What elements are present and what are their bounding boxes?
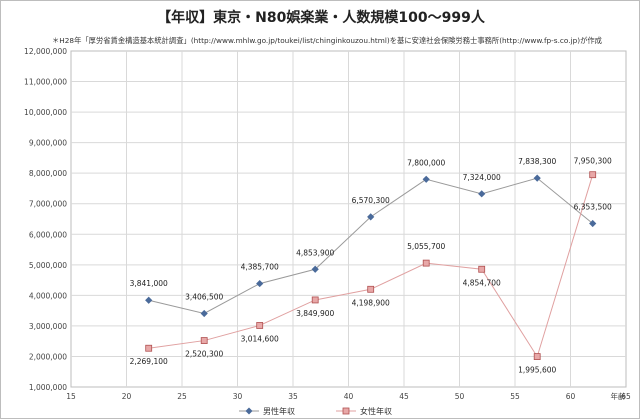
data-point-female [200, 337, 208, 344]
data-label-female: 3,014,600 [241, 334, 279, 343]
y-tick-label: 5,000,000 [29, 261, 67, 270]
data-label-male: 3,841,000 [130, 279, 168, 288]
data-label-male: 7,800,000 [407, 158, 445, 167]
data-label-male: 3,406,500 [185, 292, 223, 301]
x-tick-label: 40 [344, 392, 354, 401]
y-tick-label: 4,000,000 [29, 291, 67, 300]
legend-label-female: 女性年収 [360, 406, 392, 416]
data-point-male [256, 279, 264, 288]
data-label-male: 4,385,700 [241, 263, 279, 272]
series-layer [145, 171, 597, 360]
data-label-female: 1,995,600 [518, 366, 556, 375]
chart-subtitle: ＊H28年「厚労省賃金構造基本統計調査」(http://www.mhlw.go.… [52, 36, 602, 45]
x-tick-label: 45 [399, 392, 409, 401]
data-label-female: 5,055,700 [407, 242, 445, 251]
data-point-female [422, 259, 430, 267]
y-tick-label: 11,000,000 [24, 78, 67, 87]
data-point-female [367, 285, 375, 293]
x-tick-label: 15 [66, 392, 76, 401]
x-tick-label: 20 [122, 392, 132, 401]
data-label-female: 4,198,900 [352, 298, 390, 307]
legend-marker-female [342, 407, 350, 415]
data-label-female: 7,950,300 [574, 157, 612, 166]
data-label-male: 4,853,900 [296, 248, 334, 257]
data-label-female: 2,269,100 [130, 357, 168, 366]
data-label-male: 7,324,000 [463, 173, 501, 182]
x-tick-label: 60 [566, 392, 576, 401]
legend-label-male: 男性年収 [263, 406, 295, 416]
x-tick-label: 35 [288, 392, 298, 401]
data-point-male [367, 213, 375, 221]
x-axis-label: 年齢 [611, 391, 626, 401]
x-axis-tick-labels: 15 20 25 30 35 40 45 50 55 60 65 [66, 392, 631, 401]
data-point-male [533, 174, 541, 182]
y-tick-label: 6,000,000 [29, 230, 67, 239]
y-tick-label: 10,000,000 [24, 108, 67, 117]
data-label-female: 3,849,900 [296, 309, 334, 318]
data-label-male: 7,838,300 [518, 157, 556, 166]
data-label-female: 4,854,700 [463, 278, 501, 287]
data-point-male [478, 190, 486, 198]
data-point-female [145, 344, 153, 352]
data-label-female: 2,520,300 [185, 350, 223, 359]
legend-marker-male [245, 407, 253, 415]
data-labels: 3,841,000 3,406,500 4,385,700 4,853,900 6,57… [130, 157, 612, 375]
legend-item-male: 男性年収 [239, 406, 295, 416]
data-point-male [200, 309, 208, 318]
data-point-female [256, 322, 264, 329]
data-point-female [478, 265, 486, 273]
x-tick-label: 30 [233, 392, 243, 401]
y-axis-tick-labels: 1,000,000 2,000,000 3,000,000 4,000,000 5,00… [24, 47, 67, 392]
x-tick-label: 50 [455, 392, 465, 401]
data-point-male [422, 175, 430, 183]
y-tick-label: 7,000,000 [29, 200, 67, 209]
data-point-male [145, 296, 153, 304]
y-tick-label: 1,000,000 [29, 383, 67, 392]
x-tick-label: 55 [510, 392, 520, 401]
data-point-male [589, 219, 597, 228]
data-label-male: 6,353,500 [574, 202, 612, 211]
y-tick-label: 2,000,000 [29, 352, 67, 361]
legend-item-female: 女性年収 [336, 406, 392, 416]
data-label-male: 6,570,300 [352, 196, 390, 205]
data-point-female [311, 296, 319, 304]
y-tick-label: 9,000,000 [29, 139, 67, 148]
data-point-female [533, 353, 541, 360]
data-point-male [311, 265, 319, 273]
gridlines [71, 51, 626, 387]
y-tick-label: 3,000,000 [29, 322, 67, 331]
data-point-female [589, 171, 597, 179]
chart-title: 【年収】東京・N80娯楽業・人数規模100～999人 [157, 9, 486, 26]
x-tick-label: 65 [621, 392, 631, 401]
y-tick-label: 12,000,000 [24, 47, 67, 56]
legend: 男性年収 女性年収 [239, 406, 392, 416]
y-tick-label: 8,000,000 [29, 169, 67, 178]
x-tick-label: 25 [177, 392, 187, 401]
